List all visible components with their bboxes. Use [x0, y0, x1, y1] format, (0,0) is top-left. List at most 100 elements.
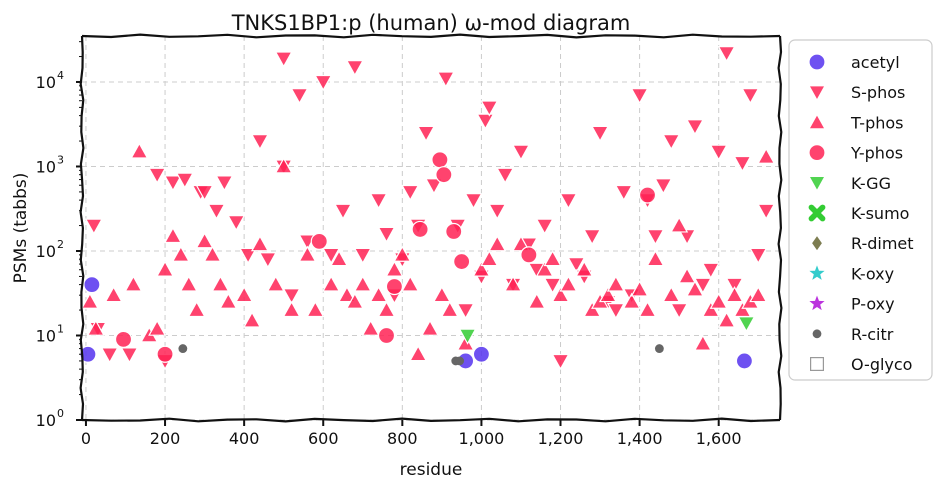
y-axis-label: PSMs (tabbs) — [11, 173, 31, 284]
point-s-phos — [100, 347, 119, 364]
x-tick-label: 600 — [308, 429, 339, 448]
point-t-phos — [757, 147, 776, 164]
point-s-phos — [741, 88, 760, 105]
point-s-phos — [543, 277, 562, 294]
point-s-phos — [678, 229, 697, 246]
point-t-phos — [543, 249, 562, 267]
legend-label: K-sumo — [851, 204, 909, 223]
point-y-phos — [445, 222, 463, 241]
legend-label: P-oxy — [851, 295, 895, 314]
point-t-phos — [551, 285, 570, 303]
y-tick-exponent: 1 — [57, 322, 64, 335]
point-t-phos — [156, 260, 175, 277]
legend-label: O-glyco — [851, 355, 912, 374]
x-tick-label: 200 — [150, 429, 181, 448]
point-t-phos — [345, 292, 364, 309]
point-t-phos — [420, 319, 440, 336]
point-t-phos — [480, 249, 499, 267]
point-t-phos — [298, 245, 317, 262]
point-t-phos — [709, 292, 728, 309]
legend-label: S-phos — [851, 83, 905, 102]
x-axis-label: residue — [400, 460, 463, 480]
point-t-phos — [282, 300, 301, 318]
y-tick-label: 10 — [36, 242, 56, 261]
legend-frame — [788, 39, 933, 381]
point-y-phos — [520, 246, 538, 264]
point-k-gg — [458, 328, 477, 345]
point-t-phos — [377, 300, 396, 318]
point-s-phos — [369, 193, 388, 210]
point-s-phos — [163, 175, 182, 192]
data-points — [79, 46, 776, 371]
point-s-phos — [567, 257, 586, 274]
point-s-phos — [314, 74, 333, 92]
point-t-phos — [195, 232, 214, 249]
y-tick-label: 10 — [36, 326, 56, 345]
point-s-phos — [717, 46, 736, 63]
point-s-phos — [436, 71, 455, 88]
point-s-phos — [84, 218, 103, 235]
y-tick-label: 10 — [36, 157, 56, 176]
point-s-phos — [709, 144, 728, 161]
x-tick-label: 400 — [229, 429, 260, 448]
legend-label: R-dimet — [851, 234, 914, 253]
point-t-phos — [685, 280, 704, 297]
legend-item-r-dimet: R-dimet — [810, 234, 914, 253]
legend: acetyl S-phos T-phos Y-phos K-GG K-sumo R-dime… — [788, 39, 933, 381]
legend-item-t-phos: T-phos — [807, 113, 904, 132]
point-s-phos — [511, 144, 530, 161]
legend-label: K-oxy — [851, 264, 894, 283]
point-t-phos — [488, 235, 507, 252]
point-t-phos — [211, 275, 230, 292]
point-t-phos — [369, 285, 388, 303]
point-s-phos — [749, 247, 768, 265]
point-s-phos — [464, 193, 483, 210]
point-t-phos — [527, 292, 546, 309]
point-s-phos — [401, 184, 420, 202]
point-s-phos — [535, 218, 554, 235]
point-s-phos — [424, 178, 443, 195]
point-s-phos — [662, 134, 681, 151]
legend-item-acetyl: acetyl — [808, 53, 900, 72]
point-y-phos — [453, 252, 471, 271]
point-t-phos — [693, 334, 712, 351]
x-tick-label: 1,200 — [538, 429, 584, 448]
point-t-phos — [701, 300, 720, 318]
point-s-phos — [195, 184, 214, 202]
point-t-phos — [171, 245, 190, 262]
point-s-phos — [551, 353, 570, 371]
point-t-phos — [219, 292, 238, 309]
point-t-phos — [456, 334, 475, 351]
point-s-phos — [282, 288, 301, 305]
point-s-phos — [227, 215, 246, 232]
chart-title: TNKS1BP1:p (human) ω-mod diagram — [231, 11, 631, 35]
point-t-phos — [670, 216, 689, 233]
point-s-phos — [290, 88, 309, 105]
point-t-phos — [662, 285, 681, 303]
point-s-phos — [353, 247, 372, 265]
point-t-phos — [717, 311, 736, 328]
point-acetyl — [735, 352, 754, 370]
point-t-phos — [235, 285, 254, 303]
point-t-phos — [243, 311, 262, 328]
point-y-phos — [385, 277, 404, 296]
point-r-citr — [455, 356, 465, 366]
point-t-phos — [749, 285, 768, 303]
point-s-phos — [654, 178, 673, 195]
point-y-phos — [156, 345, 174, 363]
point-y-phos — [411, 220, 429, 239]
point-y-phos — [638, 186, 657, 204]
point-t-phos — [385, 260, 404, 277]
point-s-phos — [250, 134, 269, 151]
point-t-phos — [274, 157, 293, 174]
point-t-phos — [353, 275, 372, 292]
point-t-phos — [678, 267, 697, 284]
point-t-phos — [646, 249, 665, 267]
point-t-phos — [306, 300, 325, 318]
point-t-phos — [393, 245, 412, 262]
point-acetyl — [472, 345, 491, 363]
point-s-phos — [239, 247, 258, 265]
point-t-phos — [148, 319, 167, 336]
point-t-phos — [504, 275, 523, 292]
